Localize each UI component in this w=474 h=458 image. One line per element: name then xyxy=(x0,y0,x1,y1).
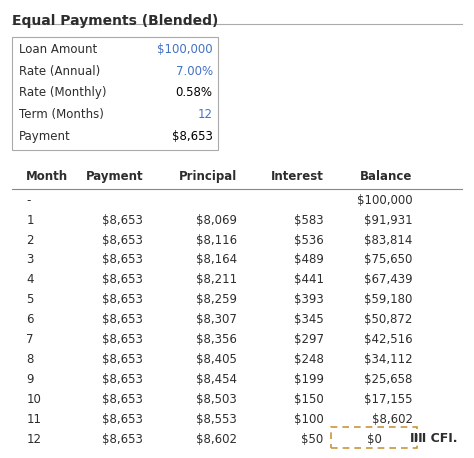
Text: 3: 3 xyxy=(26,253,34,267)
Text: $91,931: $91,931 xyxy=(364,213,413,227)
Text: Term (Months): Term (Months) xyxy=(19,108,104,121)
Text: $34,112: $34,112 xyxy=(364,353,413,366)
Text: $8,259: $8,259 xyxy=(196,293,237,306)
Text: $8,405: $8,405 xyxy=(196,353,237,366)
Text: 1: 1 xyxy=(26,213,34,227)
FancyBboxPatch shape xyxy=(12,37,218,150)
Text: $8,653: $8,653 xyxy=(102,433,143,446)
Text: $345: $345 xyxy=(294,313,324,326)
Text: $8,653: $8,653 xyxy=(102,393,143,406)
Text: Payment: Payment xyxy=(86,170,143,183)
FancyBboxPatch shape xyxy=(331,427,417,448)
Text: 8: 8 xyxy=(26,353,34,366)
Text: 7: 7 xyxy=(26,333,34,346)
Text: 12: 12 xyxy=(198,108,213,121)
Text: $8,653: $8,653 xyxy=(102,353,143,366)
Text: ⅡⅡ CFI.: ⅡⅡ CFI. xyxy=(410,432,458,445)
Text: Month: Month xyxy=(26,170,68,183)
Text: $489: $489 xyxy=(294,253,324,267)
Text: $75,650: $75,650 xyxy=(365,253,413,267)
Text: $536: $536 xyxy=(294,234,324,246)
Text: 6: 6 xyxy=(26,313,34,326)
Text: 2: 2 xyxy=(26,234,34,246)
Text: Loan Amount: Loan Amount xyxy=(19,43,98,56)
Text: 11: 11 xyxy=(26,413,41,425)
Text: $8,653: $8,653 xyxy=(102,293,143,306)
Text: $67,439: $67,439 xyxy=(364,273,413,286)
Text: $17,155: $17,155 xyxy=(364,393,413,406)
Text: Rate (Annual): Rate (Annual) xyxy=(19,65,100,78)
Text: Equal Payments (Blended): Equal Payments (Blended) xyxy=(12,14,219,28)
Text: $100,000: $100,000 xyxy=(357,194,413,207)
Text: $8,211: $8,211 xyxy=(196,273,237,286)
Text: Principal: Principal xyxy=(179,170,237,183)
Text: $8,454: $8,454 xyxy=(196,373,237,386)
Text: $8,116: $8,116 xyxy=(196,234,237,246)
Text: $297: $297 xyxy=(294,333,324,346)
Text: 10: 10 xyxy=(26,393,41,406)
Text: $25,658: $25,658 xyxy=(365,373,413,386)
Text: $8,553: $8,553 xyxy=(196,413,237,425)
Text: $83,814: $83,814 xyxy=(365,234,413,246)
Text: $441: $441 xyxy=(294,273,324,286)
Text: Balance: Balance xyxy=(360,170,413,183)
Text: Interest: Interest xyxy=(271,170,324,183)
Text: 7.00%: 7.00% xyxy=(175,65,213,78)
Text: $8,653: $8,653 xyxy=(102,333,143,346)
Text: $8,602: $8,602 xyxy=(196,433,237,446)
Text: $100,000: $100,000 xyxy=(157,43,213,56)
Text: $8,356: $8,356 xyxy=(196,333,237,346)
Text: $100: $100 xyxy=(294,413,324,425)
Text: $8,503: $8,503 xyxy=(196,393,237,406)
Text: $42,516: $42,516 xyxy=(364,333,413,346)
Text: $8,653: $8,653 xyxy=(102,313,143,326)
Text: 9: 9 xyxy=(26,373,34,386)
Text: $8,069: $8,069 xyxy=(196,213,237,227)
Text: $8,653: $8,653 xyxy=(102,373,143,386)
Text: Rate (Monthly): Rate (Monthly) xyxy=(19,87,107,99)
Text: $0: $0 xyxy=(366,433,382,446)
Text: 4: 4 xyxy=(26,273,34,286)
Text: $8,653: $8,653 xyxy=(102,234,143,246)
Text: $50,872: $50,872 xyxy=(365,313,413,326)
Text: $248: $248 xyxy=(294,353,324,366)
Text: $8,307: $8,307 xyxy=(196,313,237,326)
Text: $59,180: $59,180 xyxy=(365,293,413,306)
Text: 12: 12 xyxy=(26,433,41,446)
Text: $8,602: $8,602 xyxy=(372,413,413,425)
Text: 5: 5 xyxy=(26,293,34,306)
Text: $199: $199 xyxy=(294,373,324,386)
Text: $50: $50 xyxy=(301,433,324,446)
Text: 0.58%: 0.58% xyxy=(176,87,213,99)
Text: $393: $393 xyxy=(294,293,324,306)
Text: $150: $150 xyxy=(294,393,324,406)
Text: $8,653: $8,653 xyxy=(102,413,143,425)
Text: $8,164: $8,164 xyxy=(196,253,237,267)
Text: $8,653: $8,653 xyxy=(102,273,143,286)
Text: -: - xyxy=(26,194,31,207)
Text: $8,653: $8,653 xyxy=(102,213,143,227)
Text: $8,653: $8,653 xyxy=(102,253,143,267)
Text: $583: $583 xyxy=(294,213,324,227)
Text: Payment: Payment xyxy=(19,130,71,143)
Text: $8,653: $8,653 xyxy=(172,130,213,143)
